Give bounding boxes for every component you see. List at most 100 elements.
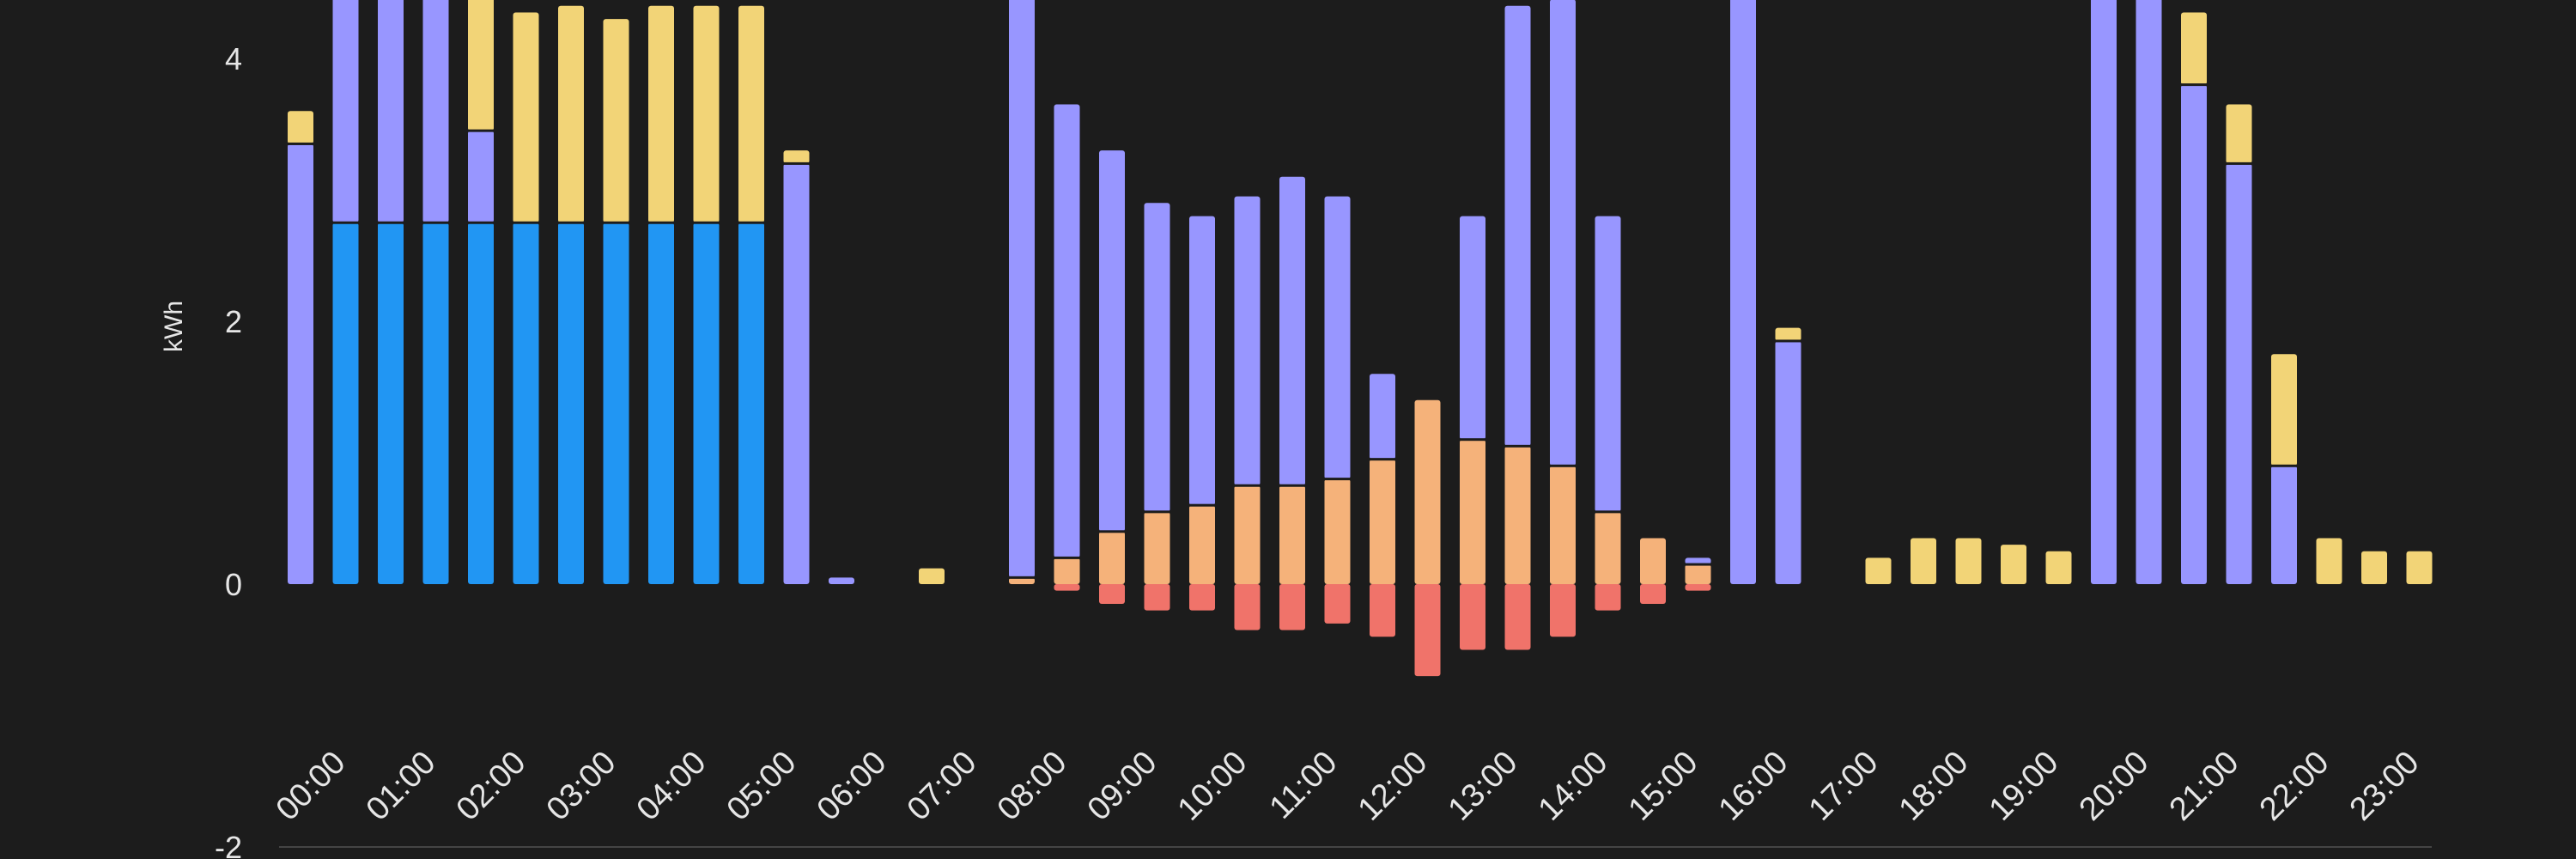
bar-segment[interactable]	[1865, 557, 1892, 584]
bar-segment[interactable]	[2316, 538, 2342, 584]
bar-segment[interactable]	[738, 5, 764, 223]
bar-segment[interactable]	[1144, 511, 1170, 584]
bar-segment[interactable]	[1370, 459, 1395, 584]
bar-segment[interactable]	[2271, 354, 2297, 466]
bar-segment[interactable]	[1099, 531, 1125, 584]
bar-segment[interactable]	[783, 163, 810, 584]
bar-segment[interactable]	[693, 222, 720, 584]
bar-segment[interactable]	[648, 222, 674, 584]
bar-segment[interactable]	[1144, 203, 1170, 512]
bar-segment[interactable]	[783, 150, 810, 164]
bar-segment[interactable]	[1414, 399, 1441, 584]
bar-segment[interactable]	[1324, 478, 1351, 584]
bar-segment[interactable]	[2271, 466, 2297, 584]
bar-segment[interactable]	[1144, 584, 1170, 611]
bar-segment[interactable]	[738, 222, 764, 584]
bar-segment[interactable]	[1279, 176, 1305, 486]
bar-segment[interactable]	[513, 222, 539, 584]
bar-segment[interactable]	[468, 222, 494, 584]
bar-segment[interactable]	[1370, 584, 1395, 637]
bar-group-1730	[1865, 557, 1892, 584]
bar-segment[interactable]	[2001, 545, 2026, 584]
bar-segment[interactable]	[1504, 5, 1531, 447]
bar-segment[interactable]	[1414, 584, 1441, 677]
bar-segment[interactable]	[1685, 557, 1711, 565]
bar-segment[interactable]	[1189, 505, 1215, 584]
bar-segment[interactable]	[648, 5, 674, 223]
bar-segment[interactable]	[1595, 511, 1621, 584]
bar-segment[interactable]	[1234, 196, 1261, 486]
bar-segment[interactable]	[1685, 584, 1711, 591]
bar-segment[interactable]	[1640, 584, 1666, 604]
bar-segment[interactable]	[1009, 577, 1035, 584]
bar-group-1300	[1460, 216, 1485, 650]
bar-segment[interactable]	[332, 0, 359, 223]
bar-segment[interactable]	[1685, 564, 1711, 584]
bar-segment[interactable]	[2045, 551, 2072, 584]
bar-segment[interactable]	[2226, 104, 2252, 164]
bar-segment[interactable]	[1775, 340, 1801, 584]
bars	[288, 0, 2433, 677]
bar-segment[interactable]	[468, 131, 494, 223]
bar-segment[interactable]	[2181, 84, 2207, 585]
bar-segment[interactable]	[1460, 584, 1485, 650]
bar-segment[interactable]	[829, 577, 854, 584]
bar-segment[interactable]	[1099, 584, 1125, 604]
bar-segment[interactable]	[603, 222, 629, 584]
bar-segment[interactable]	[378, 222, 404, 584]
bar-segment[interactable]	[1279, 485, 1305, 584]
y-axis-title: kWh	[160, 301, 188, 352]
bar-segment[interactable]	[1504, 584, 1531, 650]
bar-segment[interactable]	[1550, 0, 1576, 466]
bar-segment[interactable]	[2406, 551, 2433, 584]
bar-segment[interactable]	[693, 5, 720, 223]
bar-segment[interactable]	[2136, 0, 2162, 584]
bar-segment[interactable]	[1009, 0, 1035, 578]
bar-segment[interactable]	[1324, 196, 1351, 479]
bar-segment[interactable]	[1234, 485, 1261, 584]
bar-segment[interactable]	[603, 19, 629, 223]
bar-group-1900	[2001, 545, 2026, 584]
bar-segment[interactable]	[2181, 12, 2207, 85]
bar-segment[interactable]	[1595, 216, 1621, 512]
bar-segment[interactable]	[1460, 439, 1485, 584]
bar-segment[interactable]	[1775, 327, 1801, 341]
bar-segment[interactable]	[1189, 584, 1215, 611]
bar-segment[interactable]	[558, 222, 584, 584]
bar-segment[interactable]	[1595, 584, 1621, 611]
bar-segment[interactable]	[332, 222, 359, 584]
bar-segment[interactable]	[2361, 551, 2387, 584]
bar-segment[interactable]	[1054, 557, 1080, 584]
bar-segment-separator	[558, 221, 584, 224]
bar-segment[interactable]	[378, 0, 404, 223]
bar-segment[interactable]	[288, 143, 313, 584]
bar-segment[interactable]	[1955, 538, 1982, 584]
bar-segment[interactable]	[1730, 0, 1756, 584]
bar-segment[interactable]	[1504, 446, 1531, 584]
bar-segment[interactable]	[1640, 538, 1666, 584]
bar-segment[interactable]	[1550, 584, 1576, 637]
bar-segment[interactable]	[1370, 374, 1395, 460]
bar-segment[interactable]	[1911, 538, 1936, 584]
bar-segment[interactable]	[1324, 584, 1351, 624]
bar-segment[interactable]	[1460, 216, 1485, 440]
bar-segment[interactable]	[2226, 163, 2252, 584]
bar-group-1230	[1414, 399, 1441, 677]
bar-segment[interactable]	[1279, 584, 1305, 631]
bar-segment[interactable]	[1099, 150, 1125, 532]
bar-segment[interactable]	[1054, 104, 1080, 558]
bar-segment[interactable]	[1234, 584, 1261, 631]
bar-segment[interactable]	[919, 568, 945, 584]
bar-group-1330	[1504, 5, 1531, 650]
bar-segment[interactable]	[1189, 216, 1215, 506]
bar-segment[interactable]	[513, 12, 539, 223]
bar-group-2200	[2271, 354, 2297, 584]
bar-segment[interactable]	[2091, 0, 2117, 584]
bar-segment[interactable]	[422, 0, 449, 223]
bar-segment[interactable]	[558, 5, 584, 223]
bar-segment[interactable]	[288, 111, 313, 144]
bar-segment[interactable]	[1550, 466, 1576, 584]
bar-segment[interactable]	[1054, 584, 1080, 591]
bar-segment[interactable]	[468, 0, 494, 131]
bar-segment[interactable]	[422, 222, 449, 584]
